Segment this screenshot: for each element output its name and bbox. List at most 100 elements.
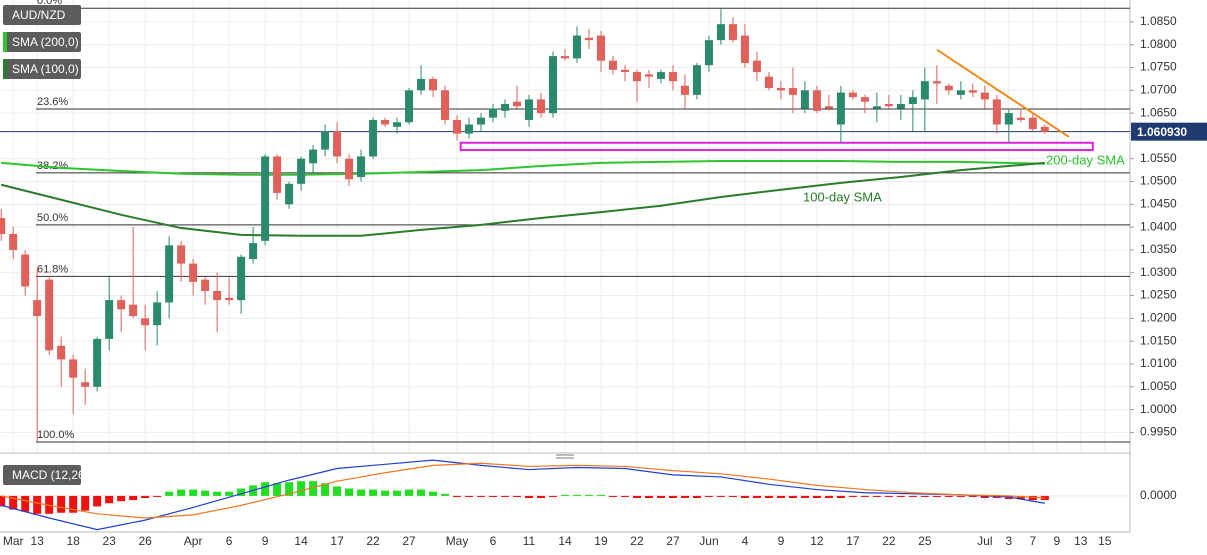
x-tick-label: 27 [402, 534, 416, 548]
x-tick-label: 14 [558, 534, 572, 548]
macd-histogram-bar [153, 495, 162, 497]
macd-histogram-bar [141, 495, 150, 498]
candle-body [525, 99, 534, 120]
candle-body [980, 92, 989, 100]
y-tick-label: 1.0300 [1140, 265, 1177, 279]
candle-body [429, 78, 438, 91]
candle-body [549, 56, 558, 114]
macd-histogram-bar [117, 495, 126, 502]
macd-histogram-bar [692, 495, 701, 498]
macd-histogram-bar [489, 495, 498, 497]
candle-body [177, 245, 186, 264]
y-tick-label: 1.0400 [1140, 219, 1177, 233]
macd-histogram-bar [872, 495, 881, 497]
y-tick-label: 1.0350 [1140, 242, 1177, 256]
macd-histogram-bar [369, 489, 378, 496]
macd-histogram-bar [417, 489, 426, 496]
macd-histogram-bar [333, 486, 342, 496]
x-tick-label: 22 [630, 534, 644, 548]
x-tick-label: Mar [3, 534, 24, 548]
macd-histogram-bar [848, 495, 857, 497]
fib-label: 100.0% [37, 429, 75, 441]
macd-histogram-bar [525, 495, 534, 498]
candle-body [752, 60, 761, 73]
annotation: 200-day SMA [1046, 152, 1125, 167]
candle-body [357, 156, 366, 177]
y-tick-label: 1.0800 [1140, 37, 1177, 51]
candle-body [201, 279, 210, 291]
macd-histogram-bar [932, 495, 941, 497]
x-tick-label: 9 [262, 534, 269, 548]
macd-histogram-bar [357, 489, 366, 496]
last-price-box [1131, 122, 1207, 141]
macd-histogram-bar [297, 481, 306, 496]
y-tick-label: 1.0500 [1140, 174, 1177, 188]
macd-histogram-bar [632, 495, 641, 498]
y-tick-label: 1.0050 [1140, 379, 1177, 393]
macd-histogram-bar [956, 495, 965, 497]
x-tick-label: 14 [294, 534, 308, 548]
candle-body [692, 65, 701, 95]
sma-line [0, 161, 1045, 237]
candle-body [644, 74, 653, 77]
candle-body [824, 106, 833, 109]
candle-body [141, 318, 150, 326]
macd-histogram-bar [81, 495, 90, 511]
candle-body [1004, 113, 1013, 125]
macd-histogram-bar [704, 495, 713, 497]
x-tick-label: May [446, 534, 469, 548]
macd-histogram-bar [453, 495, 462, 497]
macd-histogram-bar [656, 495, 665, 498]
candle-body [105, 300, 114, 339]
macd-histogram-bar [429, 491, 438, 496]
candle-body [572, 35, 581, 59]
candle-body [776, 88, 785, 91]
candle-body [417, 78, 426, 91]
macd-histogram-bar [261, 482, 270, 496]
candle-body [501, 103, 510, 111]
macd-histogram-bar [393, 490, 402, 496]
x-tick-label: 17 [846, 534, 860, 548]
macd-histogram-bar [752, 495, 761, 498]
candle-body [728, 24, 737, 41]
macd-histogram-bar [513, 495, 522, 497]
candle-body [249, 243, 258, 260]
x-tick-label: 7 [1029, 534, 1036, 548]
x-tick-label: 17 [330, 534, 344, 548]
candle-body [261, 156, 270, 241]
macd-histogram-bar [177, 489, 186, 496]
macd-histogram-bar [716, 495, 725, 497]
macd-histogram-bar [477, 495, 486, 497]
fib-label: 23.6% [37, 96, 68, 108]
candle-body [740, 35, 749, 63]
candle-body [477, 117, 486, 125]
candle-body [561, 56, 569, 59]
macd-histogram-bar [608, 495, 617, 497]
macd-line [1, 459, 1045, 531]
candle-body [513, 101, 522, 107]
macd-histogram-bar [0, 495, 6, 507]
macd-histogram-bar [537, 495, 546, 498]
macd-histogram-bar [596, 494, 605, 496]
x-tick-label: Jul [977, 534, 992, 548]
support-zone [459, 141, 1094, 152]
last-price-label: 1.060930 [1137, 125, 1187, 139]
candle-body [33, 300, 42, 317]
macd-histogram-bar [33, 495, 42, 514]
candle-body [968, 90, 977, 93]
candle-body [596, 35, 605, 61]
y-tick-label: 1.0850 [1140, 14, 1177, 28]
macd-histogram-bar [788, 495, 797, 498]
candle-body [237, 256, 246, 301]
candle-body [369, 119, 378, 157]
y-tick-label: 1.0700 [1140, 82, 1177, 96]
candle-body [129, 304, 138, 317]
macd-line [1, 462, 1045, 519]
macd-histogram-bar [824, 495, 833, 498]
candle-body [812, 90, 821, 111]
macd-histogram-bar [381, 490, 390, 496]
candle-body [620, 69, 629, 73]
macd-histogram-bar [572, 494, 581, 496]
candle-body [668, 72, 677, 82]
macd-histogram-bar [896, 495, 905, 497]
